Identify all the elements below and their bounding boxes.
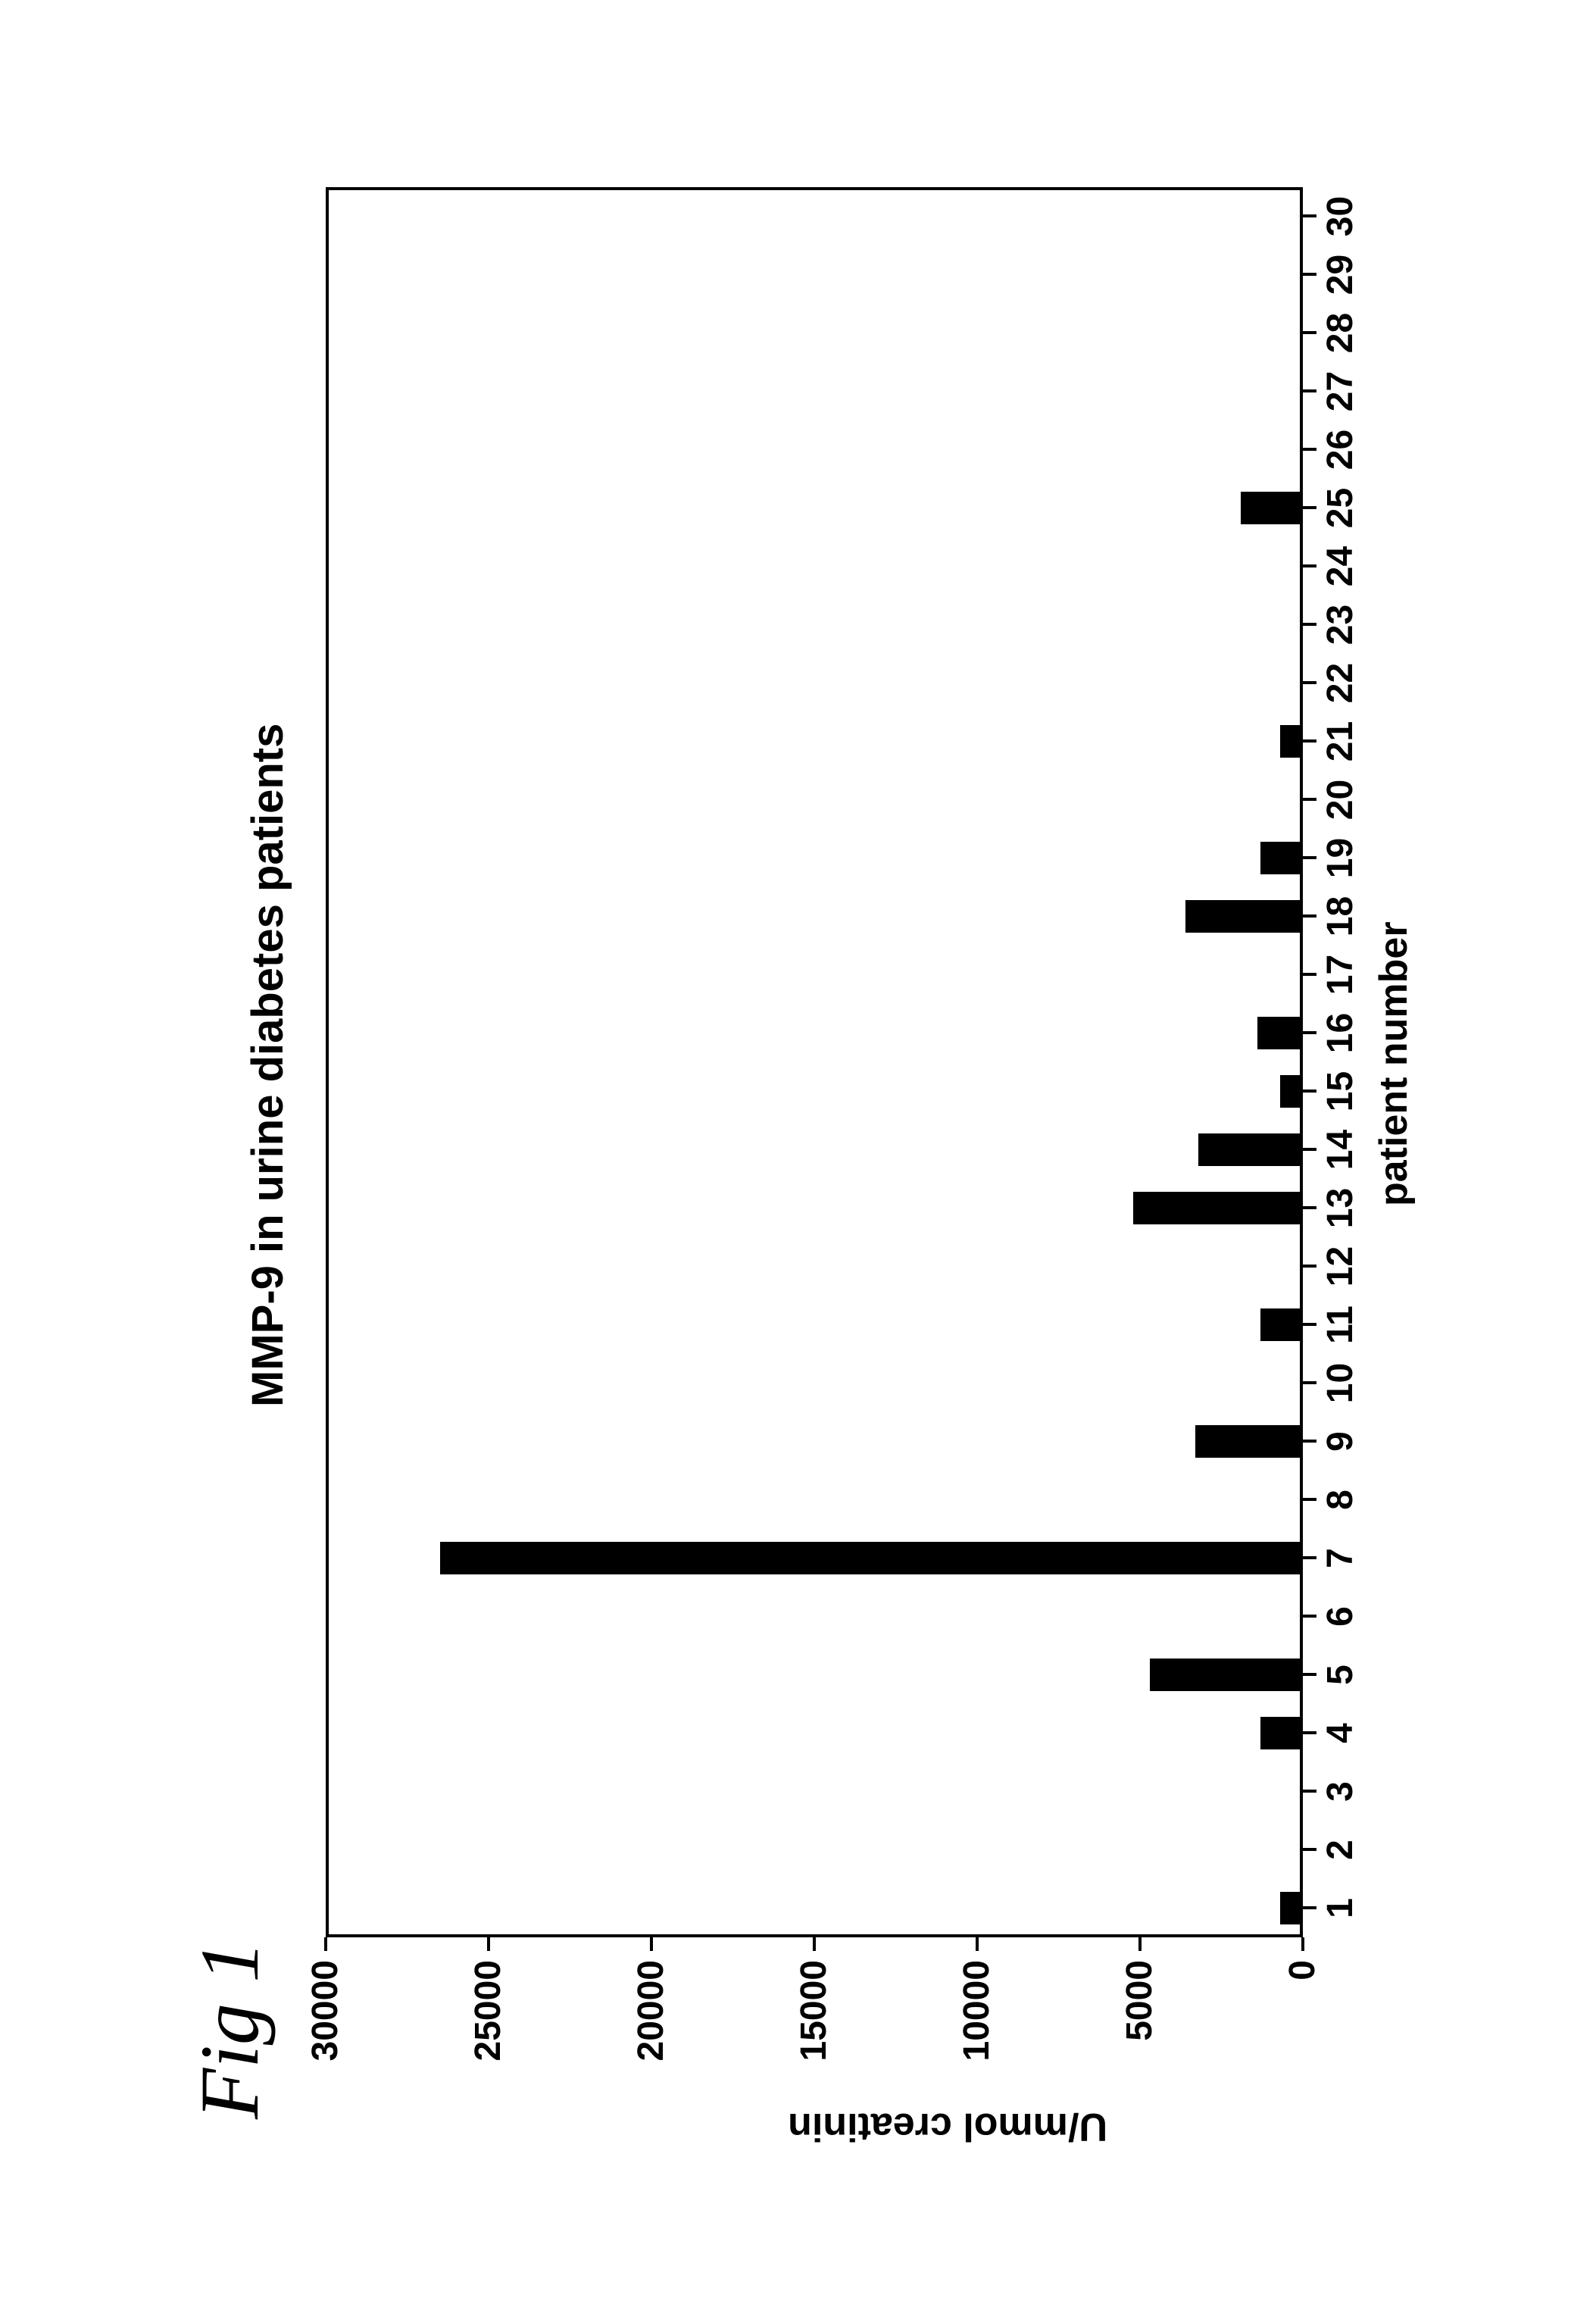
bar bbox=[1241, 492, 1303, 524]
x-tick-label: 8 bbox=[1320, 1470, 1361, 1530]
x-tick bbox=[1303, 1674, 1316, 1677]
x-tick-label: 23 bbox=[1320, 595, 1361, 655]
x-axis-title: patient number bbox=[1371, 921, 1416, 1206]
x-tick bbox=[1303, 390, 1316, 393]
y-tick bbox=[324, 1937, 327, 1951]
x-tick bbox=[1303, 1557, 1316, 1560]
x-tick-label: 26 bbox=[1320, 420, 1361, 480]
y-tick-label: 10000 bbox=[956, 1960, 998, 2112]
y-tick-label: 20000 bbox=[630, 1960, 672, 2112]
x-tick bbox=[1303, 1790, 1316, 1793]
x-tick-label: 5 bbox=[1320, 1645, 1361, 1705]
x-tick-label: 22 bbox=[1320, 653, 1361, 714]
bar bbox=[1195, 1425, 1303, 1457]
y-tick bbox=[1301, 1937, 1304, 1951]
y-tick-label: 15000 bbox=[793, 1960, 835, 2112]
x-tick bbox=[1303, 332, 1316, 335]
bar bbox=[440, 1542, 1304, 1574]
y-tick bbox=[976, 1937, 979, 1951]
x-tick-label: 27 bbox=[1320, 361, 1361, 422]
x-tick bbox=[1303, 1849, 1316, 1852]
x-tick bbox=[1303, 1440, 1316, 1443]
x-tick bbox=[1303, 1149, 1316, 1152]
x-tick-label: 29 bbox=[1320, 245, 1361, 305]
y-tick-label: 0 bbox=[1282, 1960, 1323, 2112]
x-tick-label: 10 bbox=[1320, 1353, 1361, 1414]
x-tick-label: 18 bbox=[1320, 886, 1361, 947]
x-tick-label: 20 bbox=[1320, 770, 1361, 830]
y-axis-title: U/mmol creatinin bbox=[788, 2104, 1107, 2149]
x-tick bbox=[1303, 449, 1316, 452]
y-tick bbox=[487, 1937, 490, 1951]
bar bbox=[1260, 842, 1303, 874]
bar bbox=[1280, 1892, 1303, 1924]
x-tick-label: 11 bbox=[1320, 1295, 1361, 1355]
x-tick-label: 30 bbox=[1320, 186, 1361, 247]
chart-title: MMP-9 in urine diabetes patients bbox=[242, 724, 293, 1407]
x-tick bbox=[1303, 1265, 1316, 1268]
x-tick-label: 6 bbox=[1320, 1587, 1361, 1647]
bar bbox=[1260, 1308, 1303, 1340]
x-tick-label: 12 bbox=[1320, 1236, 1361, 1297]
x-tick bbox=[1303, 215, 1316, 218]
x-tick bbox=[1303, 974, 1316, 977]
x-tick bbox=[1303, 624, 1316, 627]
x-tick-label: 28 bbox=[1320, 303, 1361, 364]
x-tick bbox=[1303, 1732, 1316, 1735]
x-tick-label: 15 bbox=[1320, 1061, 1361, 1122]
x-tick-label: 9 bbox=[1320, 1412, 1361, 1472]
bar bbox=[1260, 1717, 1303, 1749]
y-tick bbox=[813, 1937, 816, 1951]
bar bbox=[1257, 1017, 1303, 1049]
figure-label: Fig 1 bbox=[182, 1941, 278, 2119]
bar bbox=[1185, 900, 1303, 932]
bar bbox=[1280, 1075, 1303, 1107]
y-tick bbox=[1138, 1937, 1142, 1951]
x-tick bbox=[1303, 1032, 1316, 1035]
x-tick bbox=[1303, 1615, 1316, 1618]
x-tick bbox=[1303, 799, 1316, 802]
x-tick-label: 13 bbox=[1320, 1178, 1361, 1239]
x-tick-label: 25 bbox=[1320, 478, 1361, 539]
y-tick-label: 30000 bbox=[305, 1960, 346, 2112]
bar bbox=[1133, 1192, 1303, 1224]
x-tick bbox=[1303, 915, 1316, 918]
x-tick-label: 4 bbox=[1320, 1703, 1361, 1764]
bar bbox=[1280, 725, 1303, 757]
x-tick bbox=[1303, 1207, 1316, 1210]
bar bbox=[1150, 1659, 1303, 1690]
x-tick-label: 21 bbox=[1320, 711, 1361, 772]
x-tick bbox=[1303, 682, 1316, 685]
y-tick bbox=[650, 1937, 653, 1951]
x-tick-label: 19 bbox=[1320, 828, 1361, 889]
x-tick-label: 7 bbox=[1320, 1528, 1361, 1589]
y-tick-label: 5000 bbox=[1119, 1960, 1160, 2112]
x-tick-label: 16 bbox=[1320, 1003, 1361, 1064]
x-tick-label: 14 bbox=[1320, 1120, 1361, 1180]
x-tick-label: 3 bbox=[1320, 1762, 1361, 1822]
x-tick-label: 17 bbox=[1320, 945, 1361, 1005]
x-tick bbox=[1303, 857, 1316, 860]
x-tick bbox=[1303, 1382, 1316, 1385]
x-tick bbox=[1303, 1499, 1316, 1502]
x-tick bbox=[1303, 1324, 1316, 1327]
y-tick-label: 25000 bbox=[467, 1960, 509, 2112]
x-tick bbox=[1303, 274, 1316, 277]
x-tick-label: 1 bbox=[1320, 1878, 1361, 1939]
x-tick bbox=[1303, 1907, 1316, 1910]
x-tick-label: 24 bbox=[1320, 536, 1361, 597]
bar bbox=[1198, 1133, 1303, 1165]
x-tick bbox=[1303, 565, 1316, 568]
x-tick bbox=[1303, 740, 1316, 743]
x-tick bbox=[1303, 1090, 1316, 1093]
x-tick-label: 2 bbox=[1320, 1820, 1361, 1881]
x-tick bbox=[1303, 507, 1316, 510]
